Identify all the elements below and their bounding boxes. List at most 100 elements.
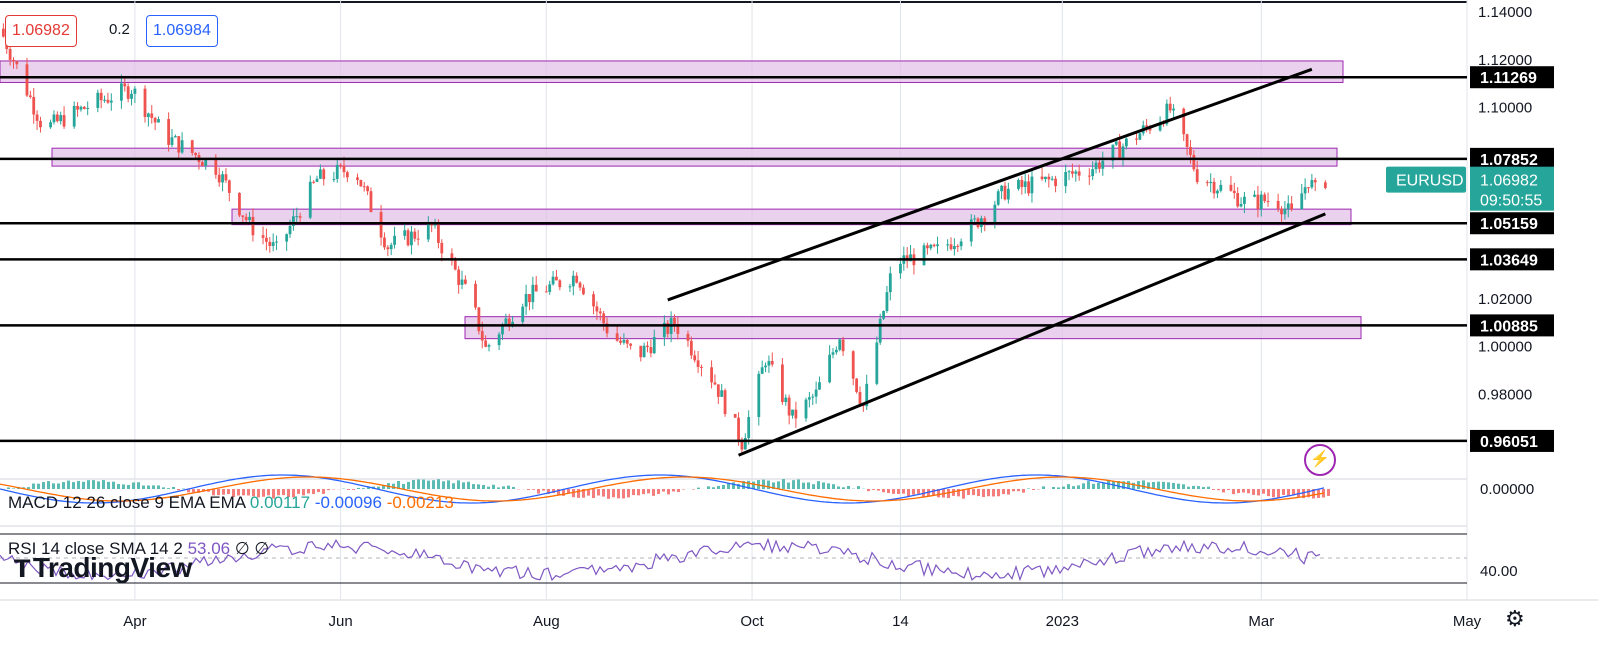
candle-body bbox=[109, 100, 113, 103]
macd-hist-bar bbox=[712, 487, 715, 489]
candle-body bbox=[1253, 194, 1256, 197]
macd-hist-bar bbox=[77, 480, 80, 489]
macd-hist-bar bbox=[937, 489, 940, 498]
macd-hist-bar bbox=[1067, 484, 1070, 489]
candle-body bbox=[733, 414, 737, 418]
candle-body bbox=[86, 107, 90, 109]
macd-hist-bar bbox=[217, 489, 220, 496]
candle-body bbox=[646, 345, 649, 348]
macd-hist-bar bbox=[902, 489, 905, 494]
macd-hist-bar bbox=[652, 489, 655, 496]
macd-hist-bar bbox=[412, 479, 415, 489]
candle-body bbox=[487, 345, 491, 347]
macd-hist-bar bbox=[427, 480, 430, 489]
candle-body bbox=[1077, 171, 1081, 176]
candle-body bbox=[1192, 154, 1196, 170]
x-tick-label: Apr bbox=[123, 613, 146, 630]
macd-hist-bar bbox=[887, 489, 890, 494]
candle-body bbox=[828, 354, 832, 383]
candle-body bbox=[841, 339, 845, 352]
macd-hist-bar bbox=[232, 489, 235, 498]
ask-price-box[interactable]: 1.06984 bbox=[146, 15, 218, 47]
candle-body bbox=[1239, 203, 1243, 207]
macd-hist-bar bbox=[777, 481, 780, 489]
candle-body bbox=[1027, 181, 1030, 194]
bid-price-box[interactable]: 1.06982 bbox=[5, 15, 77, 47]
tradingview-logo[interactable]: 𝗧 TradingView bbox=[14, 552, 192, 584]
lines-layer bbox=[0, 67, 1467, 457]
candle-body bbox=[440, 242, 444, 254]
rsi-legend[interactable]: RSI 14 close SMA 14 2 53.06 ∅ ∅ bbox=[8, 539, 269, 559]
macd-hist-bar bbox=[12, 488, 15, 489]
macd-hist-bar bbox=[142, 485, 145, 489]
candle-body bbox=[426, 222, 430, 240]
macd-hist-bar bbox=[1117, 480, 1120, 489]
candle-body bbox=[238, 192, 241, 216]
macd-hist-bar bbox=[957, 489, 960, 497]
macd-hist-bar bbox=[1307, 489, 1310, 498]
macd-hist-bar bbox=[1132, 482, 1135, 489]
candle-body bbox=[875, 342, 879, 384]
candle-body bbox=[389, 244, 393, 250]
macd-hist-bar bbox=[617, 489, 620, 499]
candle-body bbox=[1138, 133, 1142, 140]
candle-body bbox=[1064, 172, 1068, 187]
macd-legend[interactable]: MACD 12 26 close 9 EMA EMA 0.00117 -0.00… bbox=[8, 493, 454, 513]
macd-hist-bar bbox=[967, 489, 970, 495]
macd-hist-bar bbox=[672, 489, 675, 492]
candle-body bbox=[1020, 179, 1024, 188]
candle-body bbox=[1071, 171, 1074, 174]
candle-body bbox=[1023, 181, 1027, 188]
macd-hist-bar bbox=[892, 489, 895, 494]
macd-hist-bar bbox=[1267, 489, 1270, 497]
macd-hist-bar bbox=[932, 489, 935, 496]
symbol-tag-bg bbox=[1386, 166, 1466, 193]
macd-hist-bar bbox=[787, 482, 790, 489]
candle-body bbox=[1091, 169, 1095, 177]
macd-signal-value: -0.00213 bbox=[386, 493, 454, 512]
macd-hist-bar bbox=[847, 485, 850, 489]
candle-body bbox=[568, 286, 572, 288]
macd-hist-bar bbox=[347, 489, 350, 490]
candle-body bbox=[8, 49, 12, 60]
candle-body bbox=[1044, 176, 1047, 180]
macd-hist-bar bbox=[1152, 481, 1155, 489]
macd-hist-bar bbox=[512, 486, 515, 489]
macd-hist-bar bbox=[97, 481, 100, 489]
macd-hist-bar bbox=[82, 481, 85, 489]
candle-body bbox=[811, 396, 815, 398]
macd-hist-bar bbox=[222, 489, 225, 495]
candle-body bbox=[1, 28, 5, 37]
candle-body bbox=[1263, 194, 1267, 201]
candle-body bbox=[1121, 146, 1125, 158]
candle-body bbox=[528, 293, 531, 303]
macd-hist-bar bbox=[627, 489, 630, 498]
candle-body bbox=[969, 219, 973, 242]
macd-hist-bar bbox=[1092, 483, 1095, 489]
macd-hist-bar bbox=[467, 481, 470, 489]
macd-hist-bar bbox=[607, 489, 610, 499]
macd-hist-bar bbox=[122, 484, 125, 489]
macd-hist-bar bbox=[907, 489, 910, 497]
macd-hist-bar bbox=[1187, 486, 1190, 489]
macd-hist-bar bbox=[262, 489, 265, 497]
gear-icon[interactable]: ⚙ bbox=[1505, 606, 1525, 631]
candle-body bbox=[1168, 103, 1172, 111]
candle-body bbox=[52, 114, 56, 123]
y-tick-label: 0.98000 bbox=[1478, 386, 1532, 403]
price-level-label-bg bbox=[1470, 212, 1554, 235]
macd-hist-bar bbox=[447, 480, 450, 489]
macd-hist-bar bbox=[477, 484, 480, 489]
macd-hist-bar bbox=[237, 489, 240, 496]
lightning-icon[interactable]: ⚡ bbox=[1304, 444, 1336, 476]
macd-hist-bar bbox=[317, 489, 320, 493]
macd-hist-bar bbox=[542, 489, 545, 491]
macd-hist-bar bbox=[612, 489, 615, 498]
candle-body bbox=[1195, 169, 1199, 183]
macd-hist-bar bbox=[567, 489, 570, 494]
candle-body bbox=[285, 234, 289, 242]
candle-body bbox=[204, 158, 208, 166]
candle-body bbox=[622, 339, 626, 343]
candle-body bbox=[413, 231, 417, 239]
